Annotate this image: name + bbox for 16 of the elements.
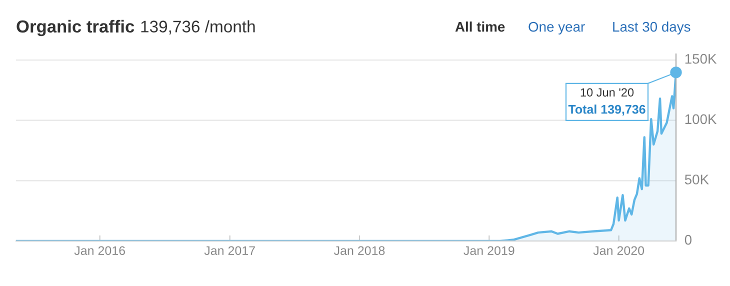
- chart-title: Organic traffic: [16, 20, 134, 36]
- text: Last 30 days: [613, 22, 690, 34]
- x-tick-label: Jan 2016: [74, 246, 125, 256]
- annotation: Total 139,736: [568, 104, 646, 116]
- x-tick-label: Jan 2019: [464, 246, 514, 256]
- y-tick-label: 100K: [685, 114, 717, 124]
- text: One year: [528, 22, 585, 34]
- y-tick-label: 0: [684, 234, 692, 245]
- text: All time: [455, 22, 505, 32]
- x-tick-label: Jan 2020: [593, 246, 644, 256]
- x-tick-label: Jan 2017: [204, 246, 255, 256]
- annotation: 10 Jun '20: [580, 88, 634, 97]
- y-tick-label: 150K: [685, 54, 717, 64]
- x-tick-label: Jan 2018: [334, 246, 385, 256]
- y-tick-label: 50K: [684, 174, 709, 184]
- chart-subtitle: 139,736 /month: [141, 20, 255, 34]
